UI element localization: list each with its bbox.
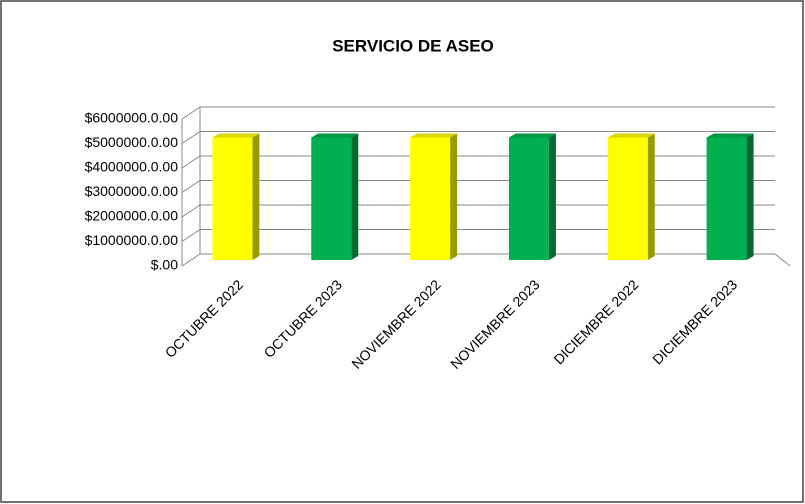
floor-edge xyxy=(774,253,791,267)
bar-top xyxy=(706,133,754,138)
bar-side xyxy=(351,133,359,260)
bar-side xyxy=(647,133,655,260)
grid-line xyxy=(181,253,775,267)
bar xyxy=(706,137,747,260)
grid-line xyxy=(181,204,775,218)
bar-side xyxy=(252,133,260,260)
bar xyxy=(607,137,648,260)
y-tick-label: $2000000.0.00 xyxy=(85,208,179,224)
grid-line xyxy=(181,106,775,120)
bar-top xyxy=(607,133,655,138)
grid-line xyxy=(181,229,775,242)
y-tick-label: $3000000.0.00 xyxy=(85,183,179,199)
bar xyxy=(508,137,549,260)
y-tick-label: $.00 xyxy=(151,257,178,273)
grid-line xyxy=(181,180,775,193)
bar-side xyxy=(548,133,556,260)
bar xyxy=(311,137,352,260)
bar-side xyxy=(450,133,458,260)
bar xyxy=(410,137,451,260)
bar-top xyxy=(212,133,260,138)
y-tick-label: $5000000.0.00 xyxy=(85,134,179,150)
y-tick-label: $1000000.0.00 xyxy=(85,232,179,248)
bar-top xyxy=(508,133,556,138)
bar-side xyxy=(746,133,754,260)
bar-top xyxy=(311,133,359,138)
y-tick-label: $6000000.0.00 xyxy=(85,110,179,126)
grid-line xyxy=(181,131,775,144)
bar-top xyxy=(410,133,458,138)
bar xyxy=(212,137,253,260)
chart-title: SERVICIO DE ASEO xyxy=(332,36,494,55)
grid-line xyxy=(181,155,775,169)
y-tick-label: $4000000.0.00 xyxy=(85,159,179,175)
